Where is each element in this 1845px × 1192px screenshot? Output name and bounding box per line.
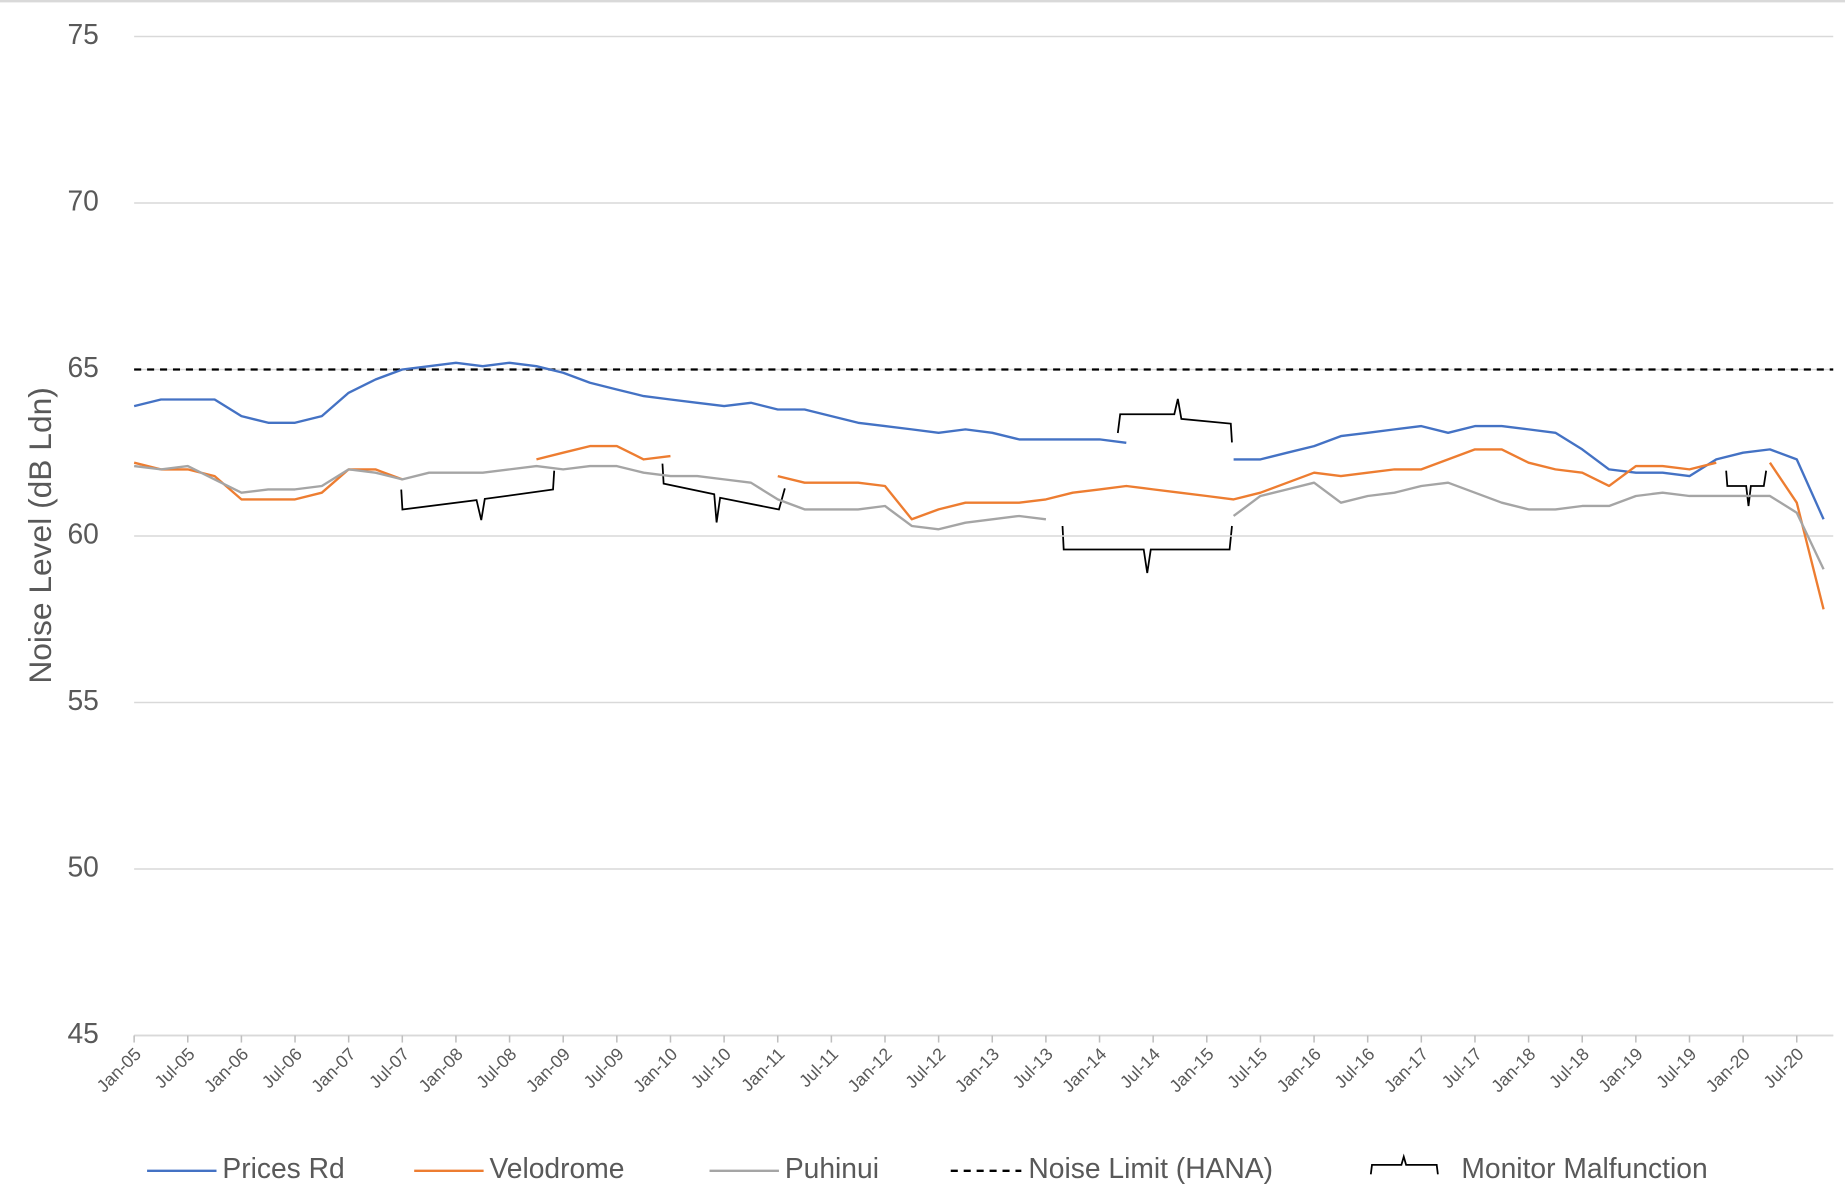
x-tick-label: Jul-11 [795, 1044, 842, 1091]
y-tick-label: 65 [67, 351, 98, 383]
x-tick-label: Jul-20 [1759, 1044, 1807, 1092]
x-tick-label: Jul-19 [1652, 1044, 1700, 1092]
x-tick-label: Jan-07 [307, 1044, 359, 1096]
legend-label: Puhinui [785, 1152, 879, 1184]
legend-bracket-icon [1369, 1153, 1439, 1175]
legend-label: Velodrome [489, 1152, 624, 1184]
y-tick-label: 60 [67, 517, 98, 549]
x-tick-label: Jul-13 [1009, 1044, 1057, 1092]
x-tick-label: Jan-05 [93, 1044, 145, 1096]
x-tick-label: Jan-09 [522, 1044, 574, 1096]
bracket [1061, 525, 1233, 574]
x-tick-label: Jan-14 [1058, 1044, 1110, 1096]
x-tick-label: Jan-12 [844, 1044, 896, 1096]
x-tick-label: Jul-10 [687, 1044, 735, 1092]
x-tick-label: Jan-19 [1594, 1044, 1646, 1096]
y-tick-label: 75 [67, 18, 98, 50]
x-tick-label: Jul-16 [1330, 1044, 1378, 1092]
x-tick-label: Jan-08 [415, 1044, 467, 1096]
x-tick-label: Jul-17 [1438, 1044, 1486, 1092]
x-tick-label: Jan-18 [1487, 1044, 1539, 1096]
y-tick-label: 55 [67, 684, 98, 716]
x-tick-label: Jul-15 [1223, 1044, 1271, 1092]
y-tick-label: 50 [67, 850, 98, 882]
y-tick-label: 70 [67, 184, 98, 216]
y-tick-label: 45 [67, 1017, 98, 1049]
malfunction-brackets [400, 398, 1768, 574]
bracket [1116, 398, 1233, 443]
x-tick-label: Jan-13 [951, 1044, 1003, 1096]
x-tick-label: Jul-14 [1116, 1044, 1164, 1092]
x-tick-label: Jul-05 [151, 1044, 199, 1092]
series-line [133, 464, 1825, 570]
series-line [133, 361, 1825, 520]
x-tick-label: Jan-06 [200, 1044, 252, 1096]
x-tick-label: Jan-11 [737, 1044, 788, 1095]
legend-label: Monitor Malfunction [1461, 1152, 1707, 1184]
bracket [661, 463, 786, 523]
bracket [1725, 470, 1768, 507]
x-tick-label: Jul-06 [258, 1044, 306, 1092]
x-tick-label: Jan-10 [629, 1044, 681, 1096]
legend-label: Noise Limit (HANA) [1028, 1152, 1273, 1184]
x-tick-label: Jul-12 [901, 1044, 949, 1092]
x-tick-label: Jan-16 [1273, 1044, 1325, 1096]
series-line [133, 444, 1825, 610]
legend-label: Prices Rd [222, 1152, 344, 1184]
x-tick-label: Jul-09 [580, 1044, 628, 1092]
x-tick-label: Jul-07 [365, 1044, 413, 1092]
y-axis-label: Noise Level (dB Ldn) [22, 387, 58, 683]
x-tick-label: Jan-15 [1165, 1044, 1217, 1096]
x-tick-label: Jul-18 [1545, 1044, 1593, 1092]
x-tick-label: Jul-08 [472, 1044, 520, 1092]
x-tick-label: Jan-20 [1702, 1044, 1754, 1096]
bracket [400, 470, 556, 521]
x-tick-label: Jan-17 [1380, 1044, 1432, 1096]
